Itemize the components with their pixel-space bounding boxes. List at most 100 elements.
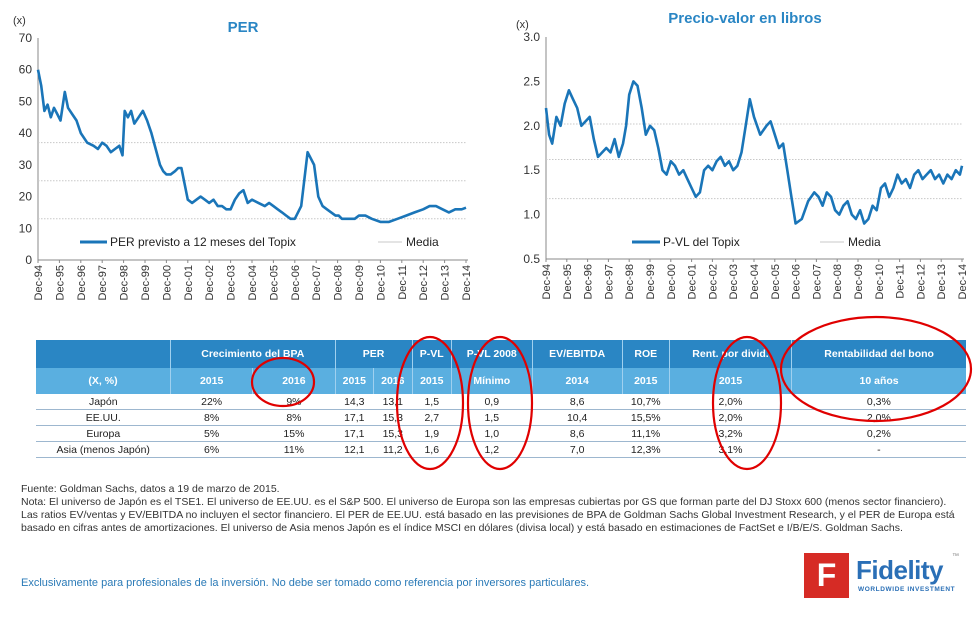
table-cell: 0,9	[451, 394, 533, 410]
right-x-tick-label: Dec-09	[853, 264, 865, 299]
subheader-eps-2015: 2015	[169, 368, 253, 394]
header-group-pvl: P-VL	[411, 340, 452, 368]
table-cell: 6%	[170, 441, 253, 458]
row-label: Japón	[36, 394, 171, 410]
left-x-tick-label: Dec-14	[461, 265, 473, 300]
table-cell: -	[791, 441, 966, 458]
fidelity-logo: F Fidelity ™ WORLDWIDE INVESTMENT	[804, 553, 964, 603]
table-cell: 15%	[252, 425, 336, 442]
right-x-tick-label: Dec-96	[583, 264, 595, 299]
right-y-tick-label: 1.5	[523, 163, 540, 177]
subheader-eps-2016: 2016	[252, 368, 336, 394]
left-y-tick-label: 60	[19, 63, 33, 77]
left-x-tick-label: Dec-01	[183, 265, 195, 300]
header-group-bond-yield: Rentabilidad del bono	[791, 340, 966, 368]
valuation-table: Crecimiento del BPA PER P-VL P-VL 2008 E…	[36, 340, 966, 458]
left-y-tick-label: 20	[19, 190, 33, 204]
right-x-tick-label: Dec-10	[874, 264, 886, 299]
disclaimer: Exclusivamente para profesionales de la …	[21, 577, 590, 589]
header-group-eps-growth: Crecimiento del BPA	[170, 340, 336, 368]
table-cell: 12,3%	[622, 441, 670, 458]
left-x-tick-label: Dec-99	[140, 265, 152, 300]
left-x-tick-label: Dec-10	[375, 265, 387, 300]
table-cell: 2,7	[412, 409, 452, 426]
left-x-tick-label: Dec-07	[311, 265, 323, 300]
table-cell: 13,1	[373, 394, 413, 410]
table-cell: 3,1%	[669, 441, 792, 458]
subheader-per-2015: 2015	[334, 368, 374, 394]
table-cell: 8%	[252, 409, 336, 426]
pvl-chart-legend: P-VL del Topix Media	[632, 235, 881, 249]
fidelity-trademark: ™	[952, 553, 959, 560]
left-x-tick-label: Dec-09	[354, 265, 366, 300]
right-x-tick-label: Dec-07	[811, 264, 823, 299]
footnote-source: Fuente: Goldman Sachs, datos a 19 de mar…	[21, 483, 280, 495]
left-x-tick-label: Dec-04	[247, 265, 259, 300]
pvl-legend-mean-label: Media	[848, 235, 881, 249]
table-row: EE.UU. 8% 8% 17,1 15,3 2,7 1,5 10,4 15,5…	[36, 409, 966, 426]
subheader-pvl-min: Mínimo	[450, 368, 533, 394]
table-cell: 11,2	[373, 441, 413, 458]
subheader-per-2016: 2016	[373, 368, 413, 394]
table-cell: 1,6	[412, 441, 452, 458]
header-group-blank	[36, 340, 171, 368]
row-label: EE.UU.	[36, 409, 171, 426]
table-cell: 11,1%	[622, 425, 670, 442]
subheader-units: (X, %)	[36, 368, 171, 394]
left-y-tick-label: 0	[25, 253, 32, 267]
per-legend-series-label: PER previsto a 12 meses del Topix	[110, 235, 296, 249]
table-cell: 1,9	[412, 425, 452, 442]
per-series-line	[36, 69, 467, 224]
right-y-tick-label: 0.5	[523, 252, 540, 266]
per-chart-legend: PER previsto a 12 meses del Topix Media	[80, 235, 439, 249]
table-cell: 2,0%	[669, 409, 792, 426]
fidelity-subtitle: WORLDWIDE INVESTMENT	[858, 586, 956, 593]
per-chart-title: PER	[228, 19, 259, 36]
left-x-tick-label: Dec-98	[119, 265, 131, 300]
left-x-tick-label: Dec-06	[290, 265, 302, 300]
table-cell: 5%	[170, 425, 253, 442]
table-cell: 1,2	[451, 441, 533, 458]
table-cell: 1,5	[451, 409, 533, 426]
pvl-chart: Precio-valor en libros (x) 0.5 1.0 1.5 2.0 2…	[516, 10, 969, 299]
table-cell: 17,1	[335, 409, 374, 426]
left-y-tick-label: 30	[19, 158, 33, 172]
left-x-tick-label: Dec-02	[204, 265, 216, 300]
table-header-groups: Crecimiento del BPA PER P-VL P-VL 2008 E…	[36, 340, 966, 368]
left-x-tick-label: Dec-97	[97, 265, 109, 300]
right-x-tick-label: Dec-08	[832, 264, 844, 299]
header-group-roe: ROE	[621, 340, 670, 368]
left-y-tick-label: 40	[19, 126, 33, 140]
table-cell: 7,0	[532, 441, 623, 458]
right-x-tick-label: Dec-14	[957, 264, 969, 299]
right-x-tick-label: Dec-13	[936, 264, 948, 299]
pvl-chart-y-unit: (x)	[516, 19, 529, 31]
left-x-tick-label: Dec-13	[440, 265, 452, 300]
table-cell: 9%	[252, 394, 336, 410]
table-cell: 1,0	[451, 425, 533, 442]
left-x-tick-label: Dec-08	[333, 265, 345, 300]
per-legend-mean-label: Media	[406, 235, 439, 249]
header-group-pvl-2008: P-VL 2008	[450, 340, 533, 368]
left-y-tick-label: 10	[19, 221, 33, 235]
right-x-tick-label: Dec-98	[624, 264, 636, 299]
table-cell: 8%	[170, 409, 253, 426]
right-x-tick-label: Dec-94	[541, 264, 553, 299]
left-x-tick-label: Dec-96	[76, 265, 88, 300]
footnote: Fuente: Goldman Sachs, datos a 19 de mar…	[21, 483, 961, 535]
left-x-tick-label: Dec-00	[161, 265, 173, 300]
table-cell: 10,7%	[622, 394, 670, 410]
table-cell: 15,3	[373, 425, 413, 442]
left-x-tick-label: Dec-12	[418, 265, 430, 300]
table-cell: 2,0%	[669, 394, 792, 410]
table-cell: 12,1	[335, 441, 374, 458]
right-x-tick-label: Dec-00	[666, 264, 678, 299]
table-subheaders: (X, %) 2015 2016 2015 2016 2015 Mínimo 2…	[36, 368, 966, 394]
subheader-pvl-2015: 2015	[411, 368, 452, 394]
right-y-tick-label: 1.0	[523, 208, 540, 222]
right-x-tick-label: Dec-05	[770, 264, 782, 299]
table-row: Europa 5% 15% 17,1 15,3 1,9 1,0 8,6 11,1…	[36, 425, 966, 442]
table-cell: 0,3%	[791, 394, 966, 410]
right-x-tick-label: Dec-12	[915, 264, 927, 299]
table-row: Asia (menos Japón) 6% 11% 12,1 11,2 1,6 …	[36, 441, 966, 458]
